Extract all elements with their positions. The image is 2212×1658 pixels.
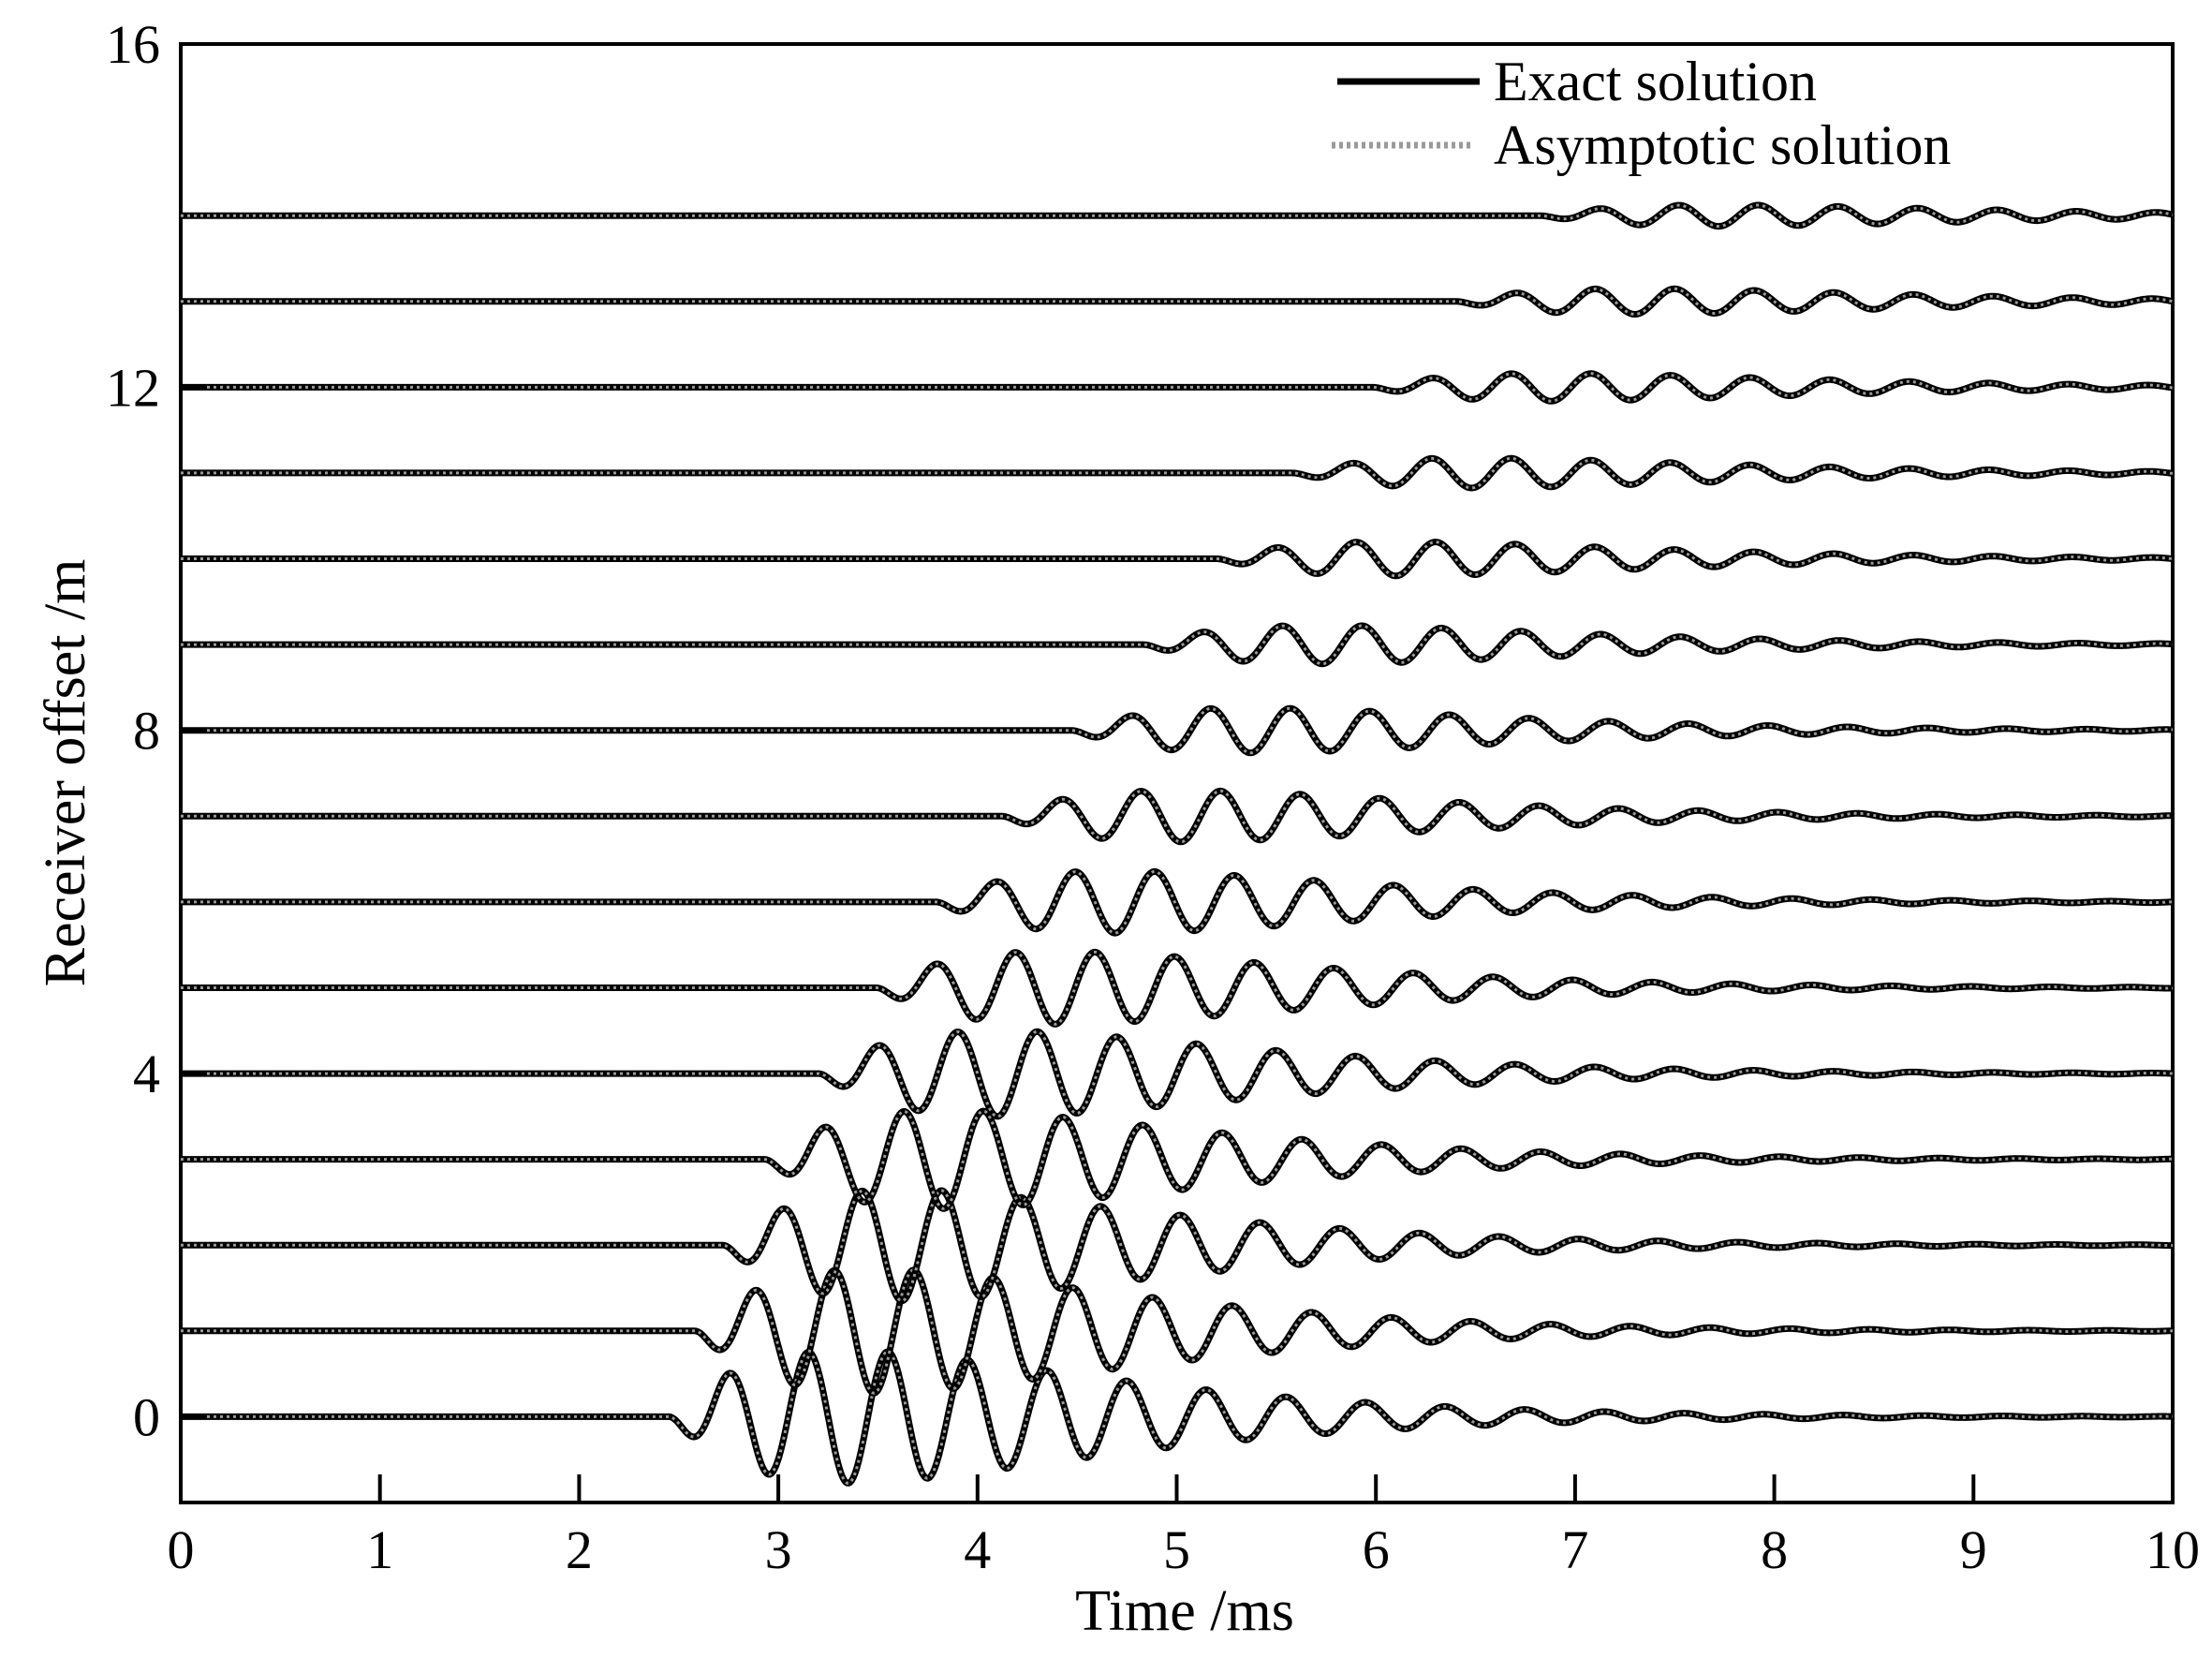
x-tick-label: 6 xyxy=(1363,1519,1390,1580)
y-tick-label: 12 xyxy=(106,357,160,418)
traces-layer xyxy=(178,201,2175,1487)
legend-asymptotic-label: Asymptotic solution xyxy=(1494,114,1951,176)
x-tick-label: 3 xyxy=(765,1519,792,1580)
asymptotic-solution-trace xyxy=(181,372,2174,403)
legend-exact-label: Exact solution xyxy=(1494,51,1817,112)
x-tick-label: 4 xyxy=(964,1519,991,1580)
exact-solution-trace xyxy=(178,285,2175,318)
asymptotic-solution-trace xyxy=(181,1109,2173,1210)
y-tick-label: 0 xyxy=(133,1386,160,1447)
asymptotic-solution-trace xyxy=(181,1029,2174,1118)
x-tick-label: 2 xyxy=(566,1519,593,1580)
plot-frame xyxy=(179,42,2175,1504)
y-tick-label: 8 xyxy=(133,701,160,762)
y-tick-label: 4 xyxy=(133,1044,160,1104)
asymptotic-solution-trace xyxy=(181,950,2173,1026)
asymptotic-solution-trace xyxy=(181,706,2173,755)
exact-solution-trace xyxy=(178,539,2175,580)
x-axis-title: Time /ms xyxy=(1075,1579,1294,1643)
exact-solution-trace xyxy=(178,867,2175,937)
exact-solution-trace xyxy=(178,1266,2175,1397)
x-tick-label: 10 xyxy=(2146,1519,2200,1580)
asymptotic-solution-trace xyxy=(181,1268,2173,1395)
x-tick-label: 8 xyxy=(1761,1519,1788,1580)
x-tick-label: 5 xyxy=(1163,1519,1190,1580)
exact-solution-trace xyxy=(178,201,2175,230)
exact-solution-trace xyxy=(178,1107,2175,1212)
y-axis-title: Receiver offset /m xyxy=(34,559,97,987)
exact-solution-trace xyxy=(178,1187,2175,1305)
asymptotic-solution-trace xyxy=(181,540,2174,578)
exact-solution-trace xyxy=(178,622,2175,668)
x-tick-label: 1 xyxy=(366,1519,393,1580)
x-tick-label: 7 xyxy=(1561,1519,1588,1580)
exact-solution-trace xyxy=(178,454,2175,492)
asymptotic-solution-trace xyxy=(181,1350,2174,1485)
y-tick-label: 16 xyxy=(106,14,160,75)
asymptotic-solution-trace xyxy=(181,789,2173,844)
asymptotic-solution-trace xyxy=(181,624,2174,666)
x-tick-label: 0 xyxy=(168,1519,195,1580)
legend: Exact solution Asymptotic solution xyxy=(1332,51,1951,176)
x-tick-label: 9 xyxy=(1960,1519,1987,1580)
exact-solution-trace xyxy=(178,370,2175,405)
